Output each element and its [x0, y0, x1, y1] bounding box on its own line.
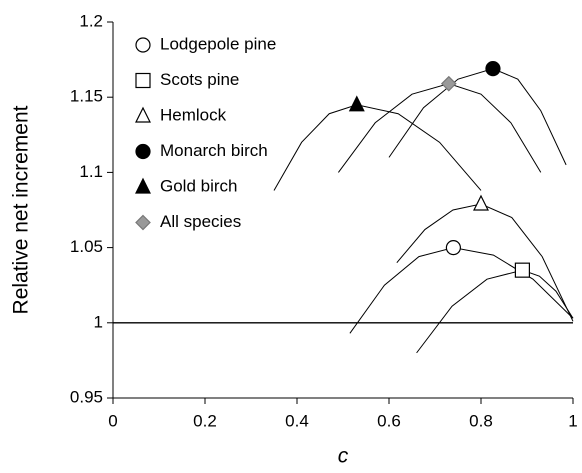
curve: [273, 104, 482, 191]
peak-marker: [348, 95, 365, 112]
x-tick-label: 0.6: [377, 411, 401, 430]
curve: [337, 83, 542, 173]
curve: [416, 269, 574, 354]
legend-marker: [135, 143, 151, 160]
x-tick-label: 0.8: [469, 411, 493, 430]
legend-marker: [135, 214, 151, 231]
legend-label: Scots pine: [160, 70, 239, 89]
curve: [349, 247, 574, 334]
x-axis-title: c: [338, 445, 349, 468]
legend-marker: [135, 72, 151, 89]
y-tick-label: 1.15: [70, 87, 103, 106]
y-tick-label: 1.1: [79, 162, 103, 181]
legend-label: Hemlock: [160, 105, 227, 124]
legend-label: Monarch birch: [160, 141, 268, 160]
legend-marker: [135, 177, 151, 194]
curve: [388, 68, 567, 166]
y-tick-label: 1.05: [70, 237, 103, 256]
y-tick-label: 1.2: [79, 11, 103, 30]
legend-label: Lodgepole pine: [160, 34, 276, 53]
y-tick-label: 1: [94, 312, 103, 331]
y-tick-label: 0.95: [70, 387, 103, 406]
y-axis-title: Relative net increment: [10, 105, 33, 314]
legend-marker: [135, 37, 151, 53]
x-tick-label: 0.4: [285, 411, 309, 430]
legend-marker: [135, 106, 151, 123]
legend-label: Gold birch: [160, 176, 237, 195]
peak-marker: [473, 194, 489, 211]
peak-marker: [514, 262, 531, 278]
x-tick-label: 0.2: [193, 411, 217, 430]
x-tick-label: 0: [108, 411, 117, 430]
legend-label: All species: [160, 212, 241, 231]
x-tick-label: 1: [568, 411, 577, 430]
peak-marker: [445, 240, 461, 256]
peak-marker: [440, 75, 457, 92]
curve: [396, 203, 574, 322]
peak-marker: [485, 61, 501, 77]
